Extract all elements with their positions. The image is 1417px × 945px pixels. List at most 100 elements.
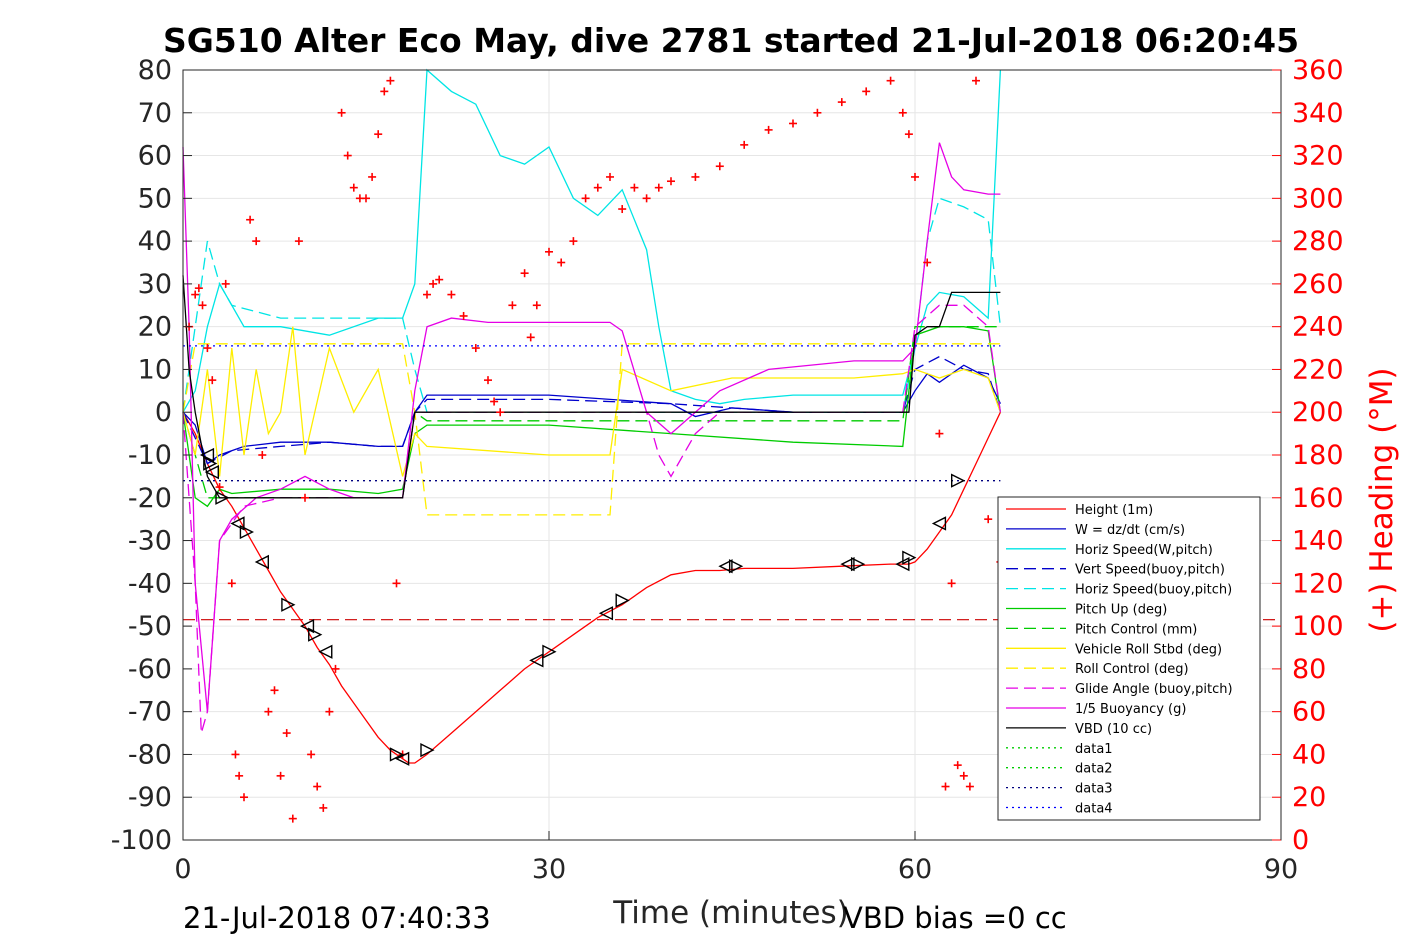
left-tick-label-17: -90 (128, 782, 172, 813)
heading-marker-44 (484, 376, 492, 385)
heading-marker-12 (246, 215, 255, 224)
legend-entry-7: Vehicle Roll Stbd (deg) (1075, 642, 1222, 657)
right-tick-label-15: 60 (1292, 697, 1326, 728)
x-tick-label-0: 0 (174, 854, 191, 885)
orientation-marker-20 (840, 556, 855, 572)
right-axis: 3603403203002802602402202001801601401201… (1272, 55, 1344, 856)
heading-marker-51 (545, 247, 553, 256)
heading-marker-55 (593, 183, 602, 192)
right-axis-label: (+) Heading (°M) (1364, 367, 1400, 632)
heading-marker-23 (313, 782, 322, 791)
orientation-marker-0 (199, 447, 215, 463)
heading-marker-43 (471, 344, 480, 353)
left-axis: 80 70 60 50 40 30 20 10 0 -10 -20 -30 -40 -50 -60 -70 -8… (111, 55, 192, 856)
legend-entry-4: Horiz Speed(buoy,pitch) (1075, 583, 1232, 598)
heading-marker-64 (740, 140, 749, 149)
heading-marker-70 (886, 76, 895, 85)
heading-marker-17 (276, 771, 285, 780)
heading-marker-66 (789, 119, 797, 128)
legend-entry-3: Vert Speed(buoy,pitch) (1075, 563, 1225, 578)
legend-entry-8: Roll Control (deg) (1075, 662, 1189, 677)
right-tick-label-0: 360 (1292, 55, 1344, 86)
heading-marker-76 (941, 782, 950, 791)
left-tick-label-12: -40 (128, 568, 172, 599)
legend-entry-11: VBD (10 cc) (1075, 722, 1152, 737)
orientation-marker-24 (931, 516, 947, 531)
heading-marker-32 (368, 172, 377, 181)
legend-entry-1: W = dz/dt (cm/s) (1075, 523, 1185, 538)
heading-marker-79 (959, 771, 968, 780)
heading-marker-67 (813, 108, 822, 117)
left-tick-label-8: 0 (155, 397, 172, 428)
heading-marker-54 (581, 194, 590, 203)
heading-marker-3 (198, 301, 207, 310)
right-tick-label-12: 120 (1292, 568, 1344, 599)
legend-entry-5: Pitch Up (deg) (1075, 603, 1167, 618)
heading-marker-46 (496, 408, 505, 417)
right-tick-label-9: 180 (1292, 440, 1344, 471)
legend-entry-13: data2 (1075, 762, 1113, 777)
left-tick-label-10: -20 (128, 483, 172, 514)
heading-marker-41 (447, 290, 456, 299)
x-tick-label-1: 30 (532, 854, 566, 885)
orientation-marker-14 (529, 653, 544, 668)
legend: Height (1m) W = dz/dt (cm/s) Horiz Speed(W… (997, 496, 1261, 821)
marker-layer (185, 76, 1005, 823)
heading-marker-49 (526, 333, 535, 342)
orientation-marker-6 (254, 554, 269, 570)
heading-marker-27 (337, 108, 346, 117)
left-tick-label-7: 10 (138, 354, 172, 385)
left-tick-label-4: 40 (138, 226, 172, 257)
heading-marker-28 (343, 151, 352, 160)
heading-marker-13 (252, 237, 261, 246)
right-tick-label-17: 20 (1292, 782, 1326, 813)
heading-marker-6 (215, 483, 224, 492)
right-tick-label-7: 220 (1292, 354, 1344, 385)
heading-marker-1 (191, 290, 200, 299)
right-tick-label-13: 100 (1292, 611, 1344, 642)
heading-marker-81 (972, 76, 980, 85)
heading-marker-25 (325, 707, 334, 716)
right-tick-label-11: 140 (1292, 526, 1344, 557)
heading-marker-10 (235, 771, 244, 780)
chart-title: SG510 Alter Eco May, dive 2781 started 2… (163, 21, 1299, 60)
heading-marker-8 (227, 579, 236, 588)
heading-marker-60 (654, 183, 663, 192)
heading-marker-5 (208, 376, 217, 385)
left-tick-label-2: 60 (138, 141, 172, 172)
left-tick-label-1: 70 (138, 98, 172, 129)
orientation-marker-5 (239, 524, 255, 540)
heading-marker-2 (194, 284, 203, 293)
left-tick-label-9: -10 (128, 440, 172, 471)
legend-entry-10: 1/5 Buoyancy (g) (1075, 702, 1186, 717)
heading-marker-73 (911, 172, 919, 181)
heading-marker-68 (837, 98, 846, 107)
orientation-marker-18 (718, 559, 733, 574)
orientation-marker-19 (728, 559, 744, 574)
orientation-marker-25 (951, 473, 966, 488)
orientation-marker-11 (389, 747, 405, 762)
legend-entry-9: Glide Angle (buoy,pitch) (1075, 682, 1233, 697)
legend-entry-12: data1 (1075, 742, 1113, 757)
left-tick-label-14: -60 (128, 654, 172, 685)
heading-marker-14 (258, 451, 267, 459)
x-tick-label-2: 60 (898, 854, 932, 885)
left-tick-label-6: 20 (138, 312, 172, 343)
series-line-3 (182, 355, 1002, 465)
heading-marker-16 (270, 686, 279, 695)
heading-marker-34 (380, 87, 389, 96)
heading-marker-29 (349, 183, 358, 192)
heading-marker-53 (569, 237, 578, 246)
series-line-0 (182, 411, 1001, 764)
heading-marker-31 (362, 194, 370, 203)
orientation-marker-12 (395, 751, 410, 766)
heading-marker-7 (221, 279, 230, 288)
legend-entry-15: data4 (1075, 802, 1113, 817)
right-tick-label-3: 300 (1292, 183, 1344, 214)
heading-marker-9 (231, 750, 240, 759)
heading-marker-24 (319, 803, 328, 812)
heading-marker-71 (898, 108, 907, 117)
heading-marker-75 (935, 429, 944, 438)
series-layer (182, 68, 1281, 764)
heading-marker-47 (508, 301, 517, 310)
